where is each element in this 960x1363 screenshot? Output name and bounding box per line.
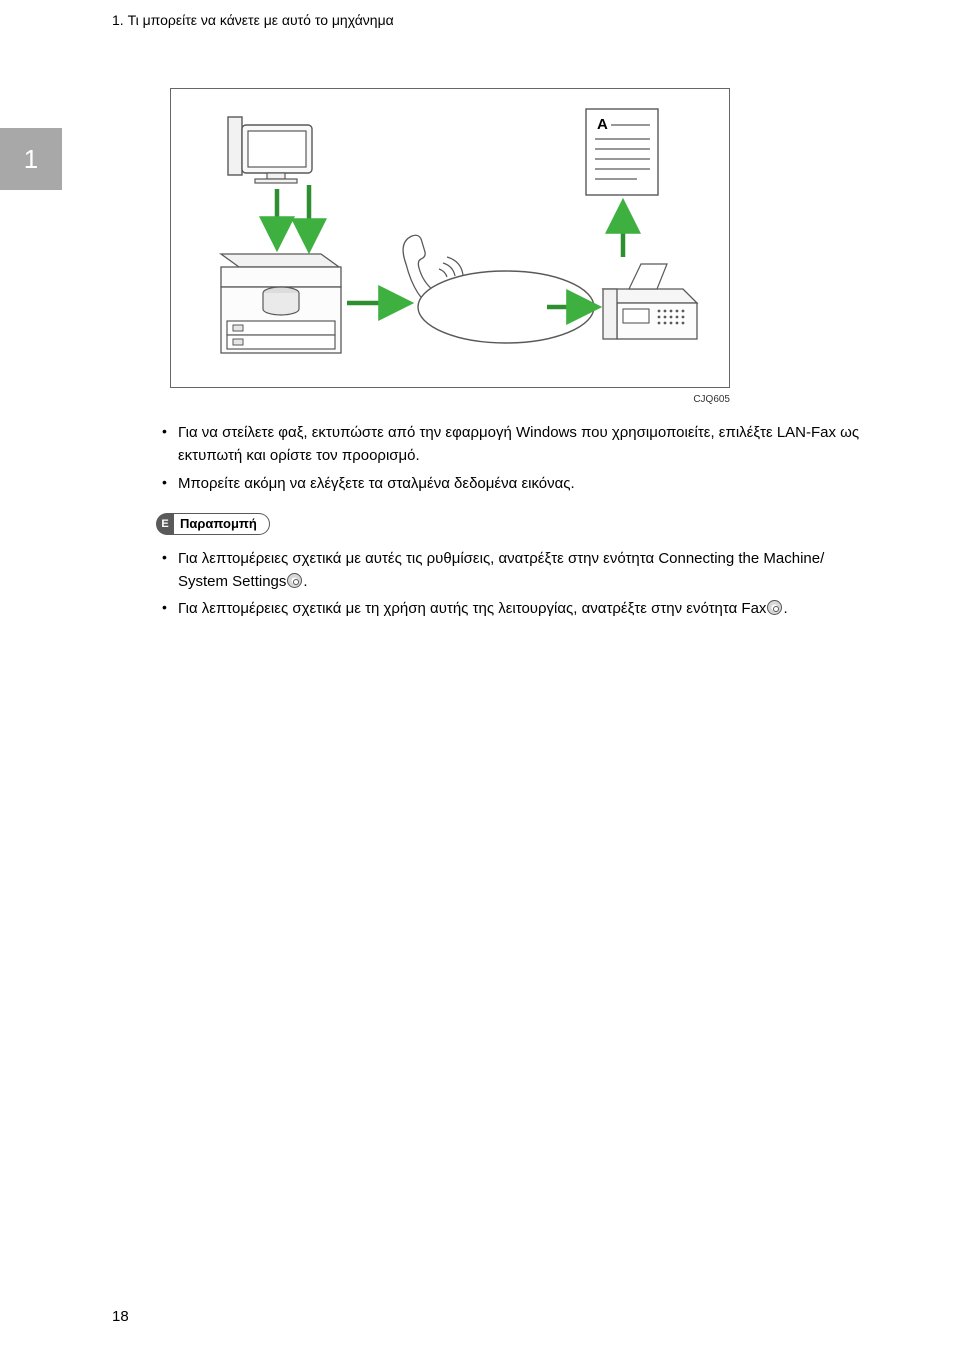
reference-badge: E Παραπομπή xyxy=(156,513,270,535)
database-icon xyxy=(263,287,299,315)
computer-icon xyxy=(228,117,312,183)
mfp-printer-icon xyxy=(221,254,341,353)
chapter-tab-number: 1 xyxy=(24,144,38,175)
reference-badge-icon: E xyxy=(156,513,174,535)
fax-flow-diagram: A xyxy=(170,88,730,388)
bullet-text: Για λεπτομέρειες σχετικά με αυτές τις ρυ… xyxy=(178,550,824,590)
chapter-title: Τι μπορείτε να κάνετε με αυτό το μηχάνημ… xyxy=(128,12,394,28)
bullet-suffix: . xyxy=(783,600,787,617)
document-icon: A xyxy=(586,109,658,195)
bullet-item: Για λεπτομέρειες σχετικά με αυτές τις ρυ… xyxy=(156,545,865,596)
bullet-text: Για να στείλετε φαξ, εκτυπώστε από την ε… xyxy=(178,424,859,464)
page-header: 1. Τι μπορείτε να κάνετε με αυτό το μηχά… xyxy=(0,0,960,38)
bullet-item: Μπορείτε ακόμη να ελέγξετε τα σταλμένα δ… xyxy=(156,470,865,497)
bullet-text: Μπορείτε ακόμη να ελέγξετε τα σταλμένα δ… xyxy=(178,475,575,492)
cd-icon xyxy=(767,600,782,615)
fax-machine-icon xyxy=(603,264,697,339)
bullet-item: Για λεπτομέρειες σχετικά με τη χρήση αυτ… xyxy=(156,595,865,622)
chapter-number: 1. xyxy=(112,12,124,28)
cd-icon xyxy=(287,573,302,588)
page-content: A xyxy=(0,38,960,623)
chapter-tab: 1 xyxy=(0,128,62,190)
diagram-code: CJQ605 xyxy=(170,394,730,405)
bullet-text: Για λεπτομέρειες σχετικά με τη χρήση αυτ… xyxy=(178,600,766,617)
reference-bullet-list: Για λεπτομέρειες σχετικά με αυτές τις ρυ… xyxy=(156,545,865,623)
main-bullet-list: Για να στείλετε φαξ, εκτυπώστε από την ε… xyxy=(156,419,865,497)
reference-badge-label: Παραπομπή xyxy=(174,513,270,535)
bullet-suffix: . xyxy=(303,573,307,590)
bullet-item: Για να στείλετε φαξ, εκτυπώστε από την ε… xyxy=(156,419,865,470)
svg-text:A: A xyxy=(597,116,608,133)
page-number: 18 xyxy=(112,1308,129,1325)
